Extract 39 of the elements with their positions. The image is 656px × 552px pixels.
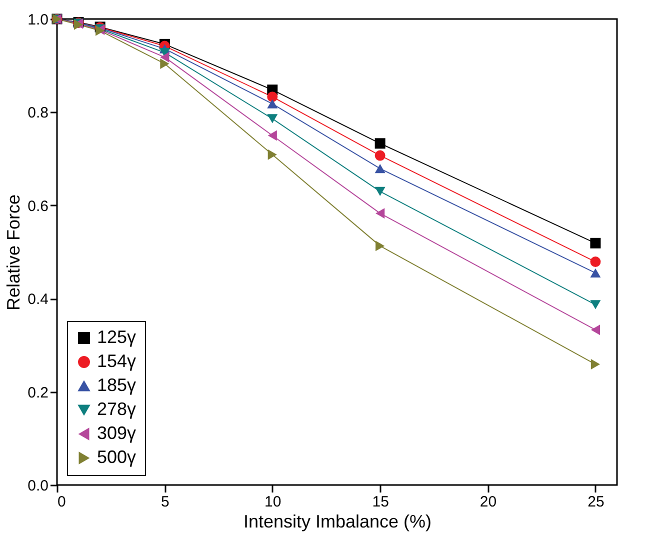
point [590,238,601,248]
point [267,114,278,124]
point [160,58,170,69]
y-tick-label: 0.0 [28,478,48,494]
x-tick-label: 25 [588,494,604,510]
x-tick-label: 5 [161,494,170,510]
legend-label: 309γ [97,423,136,443]
legend-label: 278γ [97,399,136,419]
point [374,186,386,196]
point [590,256,601,268]
legend-label: 185γ [97,375,136,395]
point [590,359,600,370]
legend-label: 500γ [97,447,136,467]
x-tick-label: 15 [372,494,389,510]
point [374,164,386,174]
x-tick-label: 10 [264,494,282,510]
y-tick-label: 0.2 [28,384,48,402]
point [590,324,600,336]
point [267,92,278,102]
point [376,208,385,219]
y-tick-label: 0.4 [28,291,48,308]
y-tick-label: 0.6 [28,198,48,215]
point [374,138,386,149]
legend-label: 154γ [97,351,136,371]
x-axis-title: Intensity Imbalance (%) [243,512,432,532]
legend-label: 125γ [97,327,136,347]
y-tick-label: 1.0 [28,12,48,28]
y-axis-title: Relative Force [4,194,24,311]
point [268,149,277,160]
point [590,268,601,278]
point [376,240,385,252]
point [160,52,170,62]
point [590,300,601,310]
point [267,99,278,108]
point [374,150,386,161]
y-tick-label: 0.8 [28,104,48,122]
point [268,130,277,141]
x-tick-label: 0 [58,494,66,510]
x-tick-label: 20 [480,494,497,510]
